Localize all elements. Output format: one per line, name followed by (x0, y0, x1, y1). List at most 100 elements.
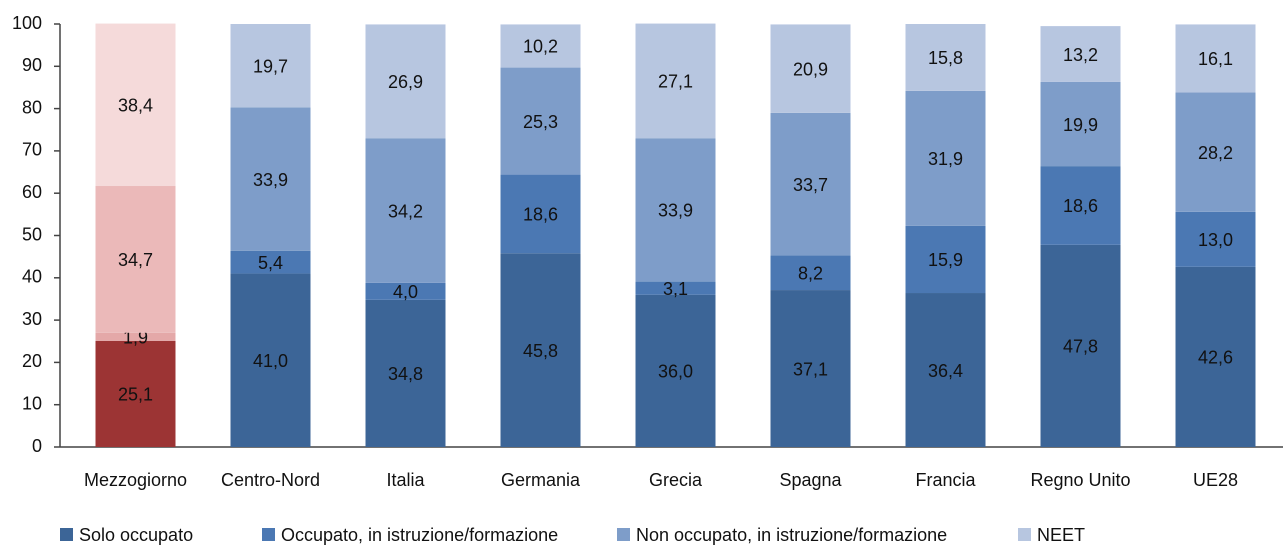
y-tick-label: 60 (22, 182, 42, 202)
bar-segment (770, 24, 851, 113)
x-tick-label: Centro-Nord (221, 470, 320, 490)
bar-segment (500, 253, 581, 447)
value-label: 18,6 (523, 205, 558, 225)
bar-segment (905, 225, 986, 294)
value-label: 42,6 (1198, 348, 1233, 368)
bar-segment (500, 67, 581, 175)
legend-label: Occupato, in istruzione/formazione (281, 525, 558, 545)
bar-segment (95, 340, 176, 447)
x-tick-label: Spagna (779, 470, 842, 490)
x-tick-label: Grecia (649, 470, 703, 490)
legend-label: NEET (1037, 525, 1085, 545)
bar-segment (365, 24, 446, 139)
value-label: 13,0 (1198, 230, 1233, 250)
bar-segment (1040, 166, 1121, 245)
value-label: 34,8 (388, 364, 423, 384)
bar-segment (230, 250, 311, 274)
bar-segment (905, 293, 986, 447)
bar-segment (770, 112, 851, 256)
bar-segment (365, 299, 446, 447)
bar-segment (500, 174, 581, 254)
value-label: 25,3 (523, 112, 558, 132)
value-label: 10,2 (523, 37, 558, 57)
value-label: 28,2 (1198, 143, 1233, 163)
y-tick-label: 30 (22, 309, 42, 329)
value-label: 37,1 (793, 359, 828, 379)
legend-swatch (60, 528, 73, 541)
value-label: 36,0 (658, 362, 693, 382)
value-label: 41,0 (253, 351, 288, 371)
bar-segment (635, 23, 716, 139)
value-label: 31,9 (928, 149, 963, 169)
value-label: 25,1 (118, 385, 153, 405)
value-label: 5,4 (258, 253, 283, 273)
bar-segment (365, 282, 446, 300)
value-label: 34,2 (388, 201, 423, 221)
value-label: 27,1 (658, 72, 693, 92)
x-tick-label: Regno Unito (1030, 470, 1130, 490)
value-label: 13,2 (1063, 45, 1098, 65)
value-label: 33,7 (793, 175, 828, 195)
bar-segment (770, 255, 851, 291)
bar-segment (230, 273, 311, 447)
bar-segment (1040, 81, 1121, 167)
value-label: 34,7 (118, 250, 153, 270)
y-tick-label: 40 (22, 267, 42, 287)
value-label: 47,8 (1063, 337, 1098, 357)
value-label: 15,9 (928, 250, 963, 270)
bar-segment (95, 23, 176, 187)
legend-swatch (617, 528, 630, 541)
value-label: 4,0 (393, 282, 418, 302)
value-label: 45,8 (523, 341, 558, 361)
bar-segment (95, 332, 176, 341)
x-tick-label: Mezzogiorno (84, 470, 187, 490)
bar-segment (1040, 244, 1121, 447)
x-tick-label: Francia (915, 470, 976, 490)
bar-segment (230, 24, 311, 108)
value-label: 33,9 (253, 170, 288, 190)
bar-segment (95, 186, 176, 333)
bar-segment (635, 138, 716, 282)
y-tick-label: 0 (32, 436, 42, 456)
legend-swatch (262, 528, 275, 541)
bar-segment (1175, 92, 1256, 212)
x-tick-label: Germania (501, 470, 581, 490)
bar-segment (365, 138, 446, 283)
y-tick-label: 50 (22, 224, 42, 244)
bar-segment (500, 24, 581, 68)
bar-segment (905, 24, 986, 91)
legend-swatch (1018, 528, 1031, 541)
bar-segment (635, 281, 716, 295)
value-label: 33,9 (658, 201, 693, 221)
value-label: 18,6 (1063, 196, 1098, 216)
y-tick-label: 80 (22, 97, 42, 117)
value-label: 19,9 (1063, 115, 1098, 135)
value-label: 8,2 (798, 263, 823, 283)
value-label: 15,8 (928, 48, 963, 68)
bar-segment (905, 90, 986, 226)
value-label: 38,4 (118, 96, 153, 116)
value-label: 16,1 (1198, 49, 1233, 69)
legend-label: Solo occupato (79, 525, 193, 545)
y-tick-label: 20 (22, 351, 42, 371)
value-label: 26,9 (388, 72, 423, 92)
value-label: 20,9 (793, 59, 828, 79)
y-tick-label: 10 (22, 393, 42, 413)
bar-segment (770, 290, 851, 447)
y-tick-label: 100 (12, 13, 42, 33)
value-label: 19,7 (253, 56, 288, 76)
bar-segment (1175, 24, 1256, 93)
value-label: 36,4 (928, 361, 963, 381)
bar-segment (1175, 266, 1256, 447)
y-tick-label: 90 (22, 55, 42, 75)
y-tick-label: 70 (22, 140, 42, 160)
bar-segment (230, 107, 311, 251)
x-tick-label: Italia (386, 470, 425, 490)
value-label: 3,1 (663, 279, 688, 299)
x-tick-label: UE28 (1193, 470, 1238, 490)
bar-segment (1175, 211, 1256, 267)
bar-segment (1040, 26, 1121, 82)
legend-label: Non occupato, in istruzione/formazione (636, 525, 947, 545)
bar-segment (635, 294, 716, 447)
